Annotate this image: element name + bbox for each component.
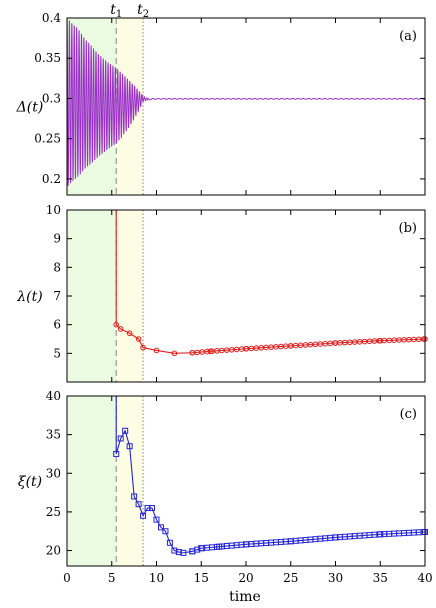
x-tick-label: 30 bbox=[328, 571, 343, 585]
y-tick-label: 0.4 bbox=[42, 11, 61, 25]
y-tick-label: 40 bbox=[46, 389, 61, 403]
data-point bbox=[171, 547, 178, 554]
y-tick-label: 7 bbox=[53, 289, 61, 303]
y-tick-label: 30 bbox=[46, 466, 61, 480]
data-point bbox=[157, 524, 164, 531]
x-tick-label: 40 bbox=[417, 571, 432, 585]
x-tick-label: 10 bbox=[149, 571, 164, 585]
panel-3: 20 25 30 35 40 0 5 10 15 20 25 30 35 40 (c) ξ(t) bbox=[18, 389, 433, 585]
data-point bbox=[117, 435, 124, 442]
lambda-series-line bbox=[115, 210, 426, 354]
y-tick-label: 0.2 bbox=[42, 172, 61, 186]
data-point bbox=[180, 549, 187, 556]
y-tick-label: 35 bbox=[46, 428, 61, 442]
data-point bbox=[207, 348, 213, 355]
data-point bbox=[420, 529, 427, 536]
y-tick-label: 10 bbox=[46, 203, 61, 217]
data-point bbox=[420, 336, 427, 342]
data-point bbox=[126, 443, 133, 450]
data-point bbox=[162, 528, 169, 535]
data-point bbox=[122, 427, 129, 434]
data-point bbox=[153, 347, 160, 354]
shade-region-2 bbox=[116, 396, 144, 566]
data-point bbox=[149, 505, 156, 512]
xi-series-line bbox=[115, 396, 426, 554]
y-axis-label: ξ(t) bbox=[18, 474, 42, 490]
panel-label: (a) bbox=[399, 29, 417, 44]
data-point bbox=[175, 549, 182, 556]
data-point bbox=[153, 516, 160, 523]
x-tick-label: 20 bbox=[238, 571, 253, 585]
x-tick-label: 5 bbox=[108, 571, 116, 585]
panel-2: 5 6 7 8 9 10 (b) λ(t) bbox=[16, 203, 428, 383]
panel-label: (b) bbox=[399, 221, 417, 236]
data-point bbox=[113, 321, 120, 328]
y-tick-label: 0.3 bbox=[42, 91, 61, 105]
y-axis-label: λ(t) bbox=[16, 289, 42, 305]
data-point bbox=[166, 539, 173, 546]
x-tick-label: 15 bbox=[194, 571, 209, 585]
y-tick-label: 0.25 bbox=[34, 132, 61, 146]
data-point bbox=[140, 512, 147, 519]
data-point bbox=[171, 350, 178, 357]
data-point bbox=[131, 493, 138, 500]
y-tick-label: 5 bbox=[53, 346, 61, 360]
time-marker-label-t1: t1 bbox=[110, 2, 122, 20]
y-tick-label: 8 bbox=[53, 260, 61, 274]
x-axis-label: time bbox=[229, 589, 261, 605]
data-point bbox=[140, 344, 146, 351]
y-tick-label: 0.35 bbox=[34, 51, 61, 65]
data-point bbox=[126, 330, 133, 337]
panel-1: 0.2 0.25 0.3 0.35 0.4 (a) Δ(t) bbox=[16, 11, 426, 196]
y-tick-label: 25 bbox=[46, 505, 61, 519]
data-point bbox=[117, 326, 124, 332]
shade-region-1 bbox=[67, 210, 117, 382]
data-point bbox=[144, 505, 151, 512]
y-tick-label: 20 bbox=[46, 544, 61, 558]
time-marker-label-t2: t2 bbox=[137, 2, 149, 20]
panel-label: (c) bbox=[400, 407, 417, 422]
y-tick-label: 6 bbox=[53, 318, 61, 332]
x-tick-label: 25 bbox=[283, 571, 298, 585]
shade-region-1 bbox=[67, 396, 117, 566]
y-tick-label: 9 bbox=[53, 232, 61, 246]
y-axis-label: Δ(t) bbox=[16, 100, 44, 116]
data-point bbox=[135, 501, 142, 508]
delta-series-line bbox=[66, 17, 426, 186]
x-tick-label: 35 bbox=[373, 571, 388, 585]
shade-region-2 bbox=[116, 210, 144, 382]
data-point bbox=[135, 336, 142, 342]
data-point bbox=[113, 450, 120, 457]
x-tick-label: 0 bbox=[63, 571, 71, 585]
